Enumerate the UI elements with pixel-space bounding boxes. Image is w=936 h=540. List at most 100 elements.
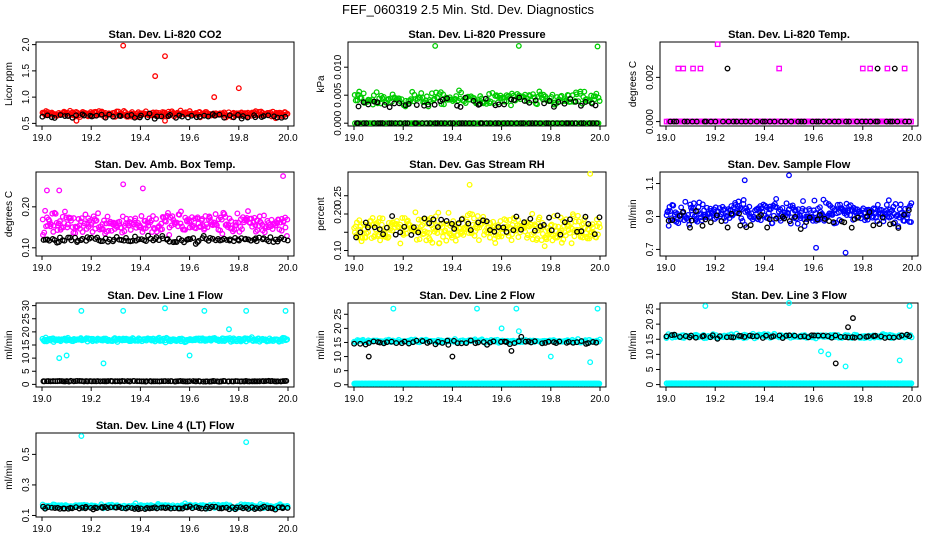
data-point <box>492 240 499 246</box>
data-point <box>166 238 173 245</box>
data-point <box>531 227 538 234</box>
data-point <box>376 226 383 233</box>
data-point <box>537 91 544 98</box>
data-point <box>699 201 706 208</box>
y-tick-label: 25 <box>645 303 656 315</box>
data-point <box>201 307 208 314</box>
data-point <box>526 99 533 106</box>
data-point <box>699 222 706 229</box>
data-point <box>574 212 581 219</box>
data-point <box>412 209 419 216</box>
x-tick-label: 19.0 <box>656 394 676 405</box>
data-point <box>43 187 50 194</box>
x-tick-label: 19.4 <box>131 133 151 144</box>
data-point <box>383 224 390 231</box>
x-tick-label: 20.0 <box>590 263 610 274</box>
data-point <box>100 360 107 367</box>
data-point <box>403 230 410 237</box>
data-point <box>709 332 716 339</box>
x-tick-label: 19.6 <box>180 133 200 144</box>
data-point <box>552 223 558 230</box>
data-point <box>847 212 854 219</box>
data-point <box>176 112 183 119</box>
y-tick-label: 0.10 <box>21 238 32 258</box>
data-point <box>195 238 202 244</box>
data-point <box>440 91 447 98</box>
data-point <box>515 42 522 49</box>
data-point <box>474 213 481 220</box>
y-tick-label: 0.25 <box>333 186 344 206</box>
data-point <box>243 307 250 314</box>
x-tick-label: 19.4 <box>131 263 151 274</box>
data-point <box>718 218 725 225</box>
data-point <box>776 65 783 72</box>
data-point <box>423 229 430 236</box>
data-point <box>596 220 602 227</box>
chart-panel-co2: Stan. Dev. Li-820 CO2 19.0 19.2 19.4 19.6 19.… <box>4 29 298 144</box>
data-point <box>393 217 400 224</box>
data-point <box>379 95 386 102</box>
data-point <box>218 378 225 385</box>
data-point <box>219 504 226 511</box>
data-point <box>586 120 593 127</box>
x-tick-label: 19.8 <box>541 263 561 274</box>
plot-frame <box>659 171 919 257</box>
data-point <box>78 307 85 314</box>
data-point <box>728 334 734 341</box>
data-point <box>714 41 721 48</box>
data-point <box>738 333 745 339</box>
data-point <box>204 224 211 231</box>
data-point <box>73 112 80 119</box>
data-point <box>814 216 821 223</box>
data-point <box>585 220 592 227</box>
data-point <box>455 220 462 227</box>
data-point <box>834 201 841 208</box>
data-point <box>577 102 584 109</box>
data-point <box>216 505 223 512</box>
data-point <box>578 338 585 345</box>
x-tick-label: 19.2 <box>705 133 725 144</box>
x-tick-label: 19.2 <box>705 263 725 274</box>
data-point <box>357 340 364 347</box>
plot-frame <box>35 41 295 127</box>
y-tick-label: 0 <box>333 382 344 388</box>
data-point <box>56 187 63 194</box>
data-point <box>753 118 760 125</box>
data-point <box>526 120 533 127</box>
data-point <box>102 114 109 121</box>
data-point <box>536 214 543 221</box>
page-title: FEF_060319 2.5 Min. Std. Dev. Diagnostic… <box>342 2 594 17</box>
plot-frame <box>659 41 919 127</box>
data-point <box>438 216 445 223</box>
data-point <box>421 215 428 222</box>
x-tick-label: 19.0 <box>656 133 676 144</box>
data-point <box>688 217 695 224</box>
data-point <box>908 200 915 207</box>
data-point <box>120 307 127 314</box>
x-tick-label: 19.4 <box>755 263 775 274</box>
data-point <box>896 357 903 364</box>
data-point <box>82 211 89 218</box>
x-tick-label: 19.6 <box>180 394 200 405</box>
data-point <box>51 115 58 121</box>
data-point <box>529 210 536 217</box>
data-point <box>98 111 105 118</box>
data-point <box>518 226 524 233</box>
x-tick-label: 20.0 <box>590 133 610 144</box>
data-point <box>452 237 459 244</box>
data-point <box>269 505 276 512</box>
data-point <box>498 338 504 345</box>
data-point <box>399 215 406 221</box>
data-point <box>781 209 788 216</box>
x-tick-label: 19.0 <box>344 263 364 274</box>
data-point <box>443 237 450 244</box>
data-point <box>700 332 707 339</box>
y-tick-label: 1.1 <box>645 176 656 190</box>
x-tick-label: 19.4 <box>131 394 151 405</box>
data-point <box>179 113 186 120</box>
data-point <box>567 216 573 223</box>
data-point <box>510 227 517 234</box>
data-point <box>537 120 544 127</box>
data-point <box>203 221 210 228</box>
data-point <box>764 224 771 231</box>
